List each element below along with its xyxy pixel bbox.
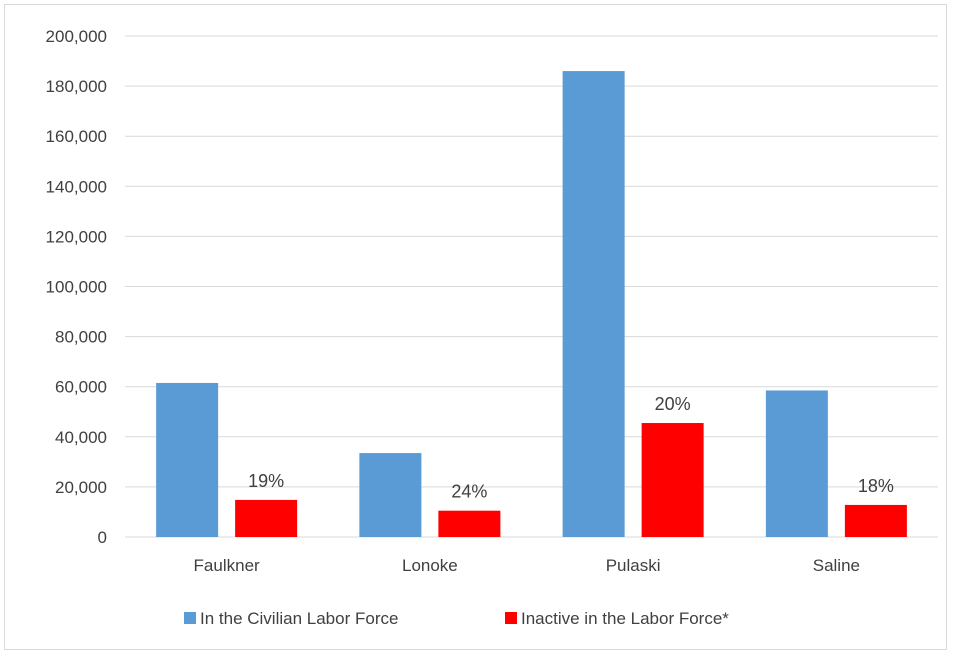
y-tick-label: 60,000: [55, 378, 107, 397]
y-tick-label: 20,000: [55, 478, 107, 497]
chart-frame: 0 20,000 40,000 60,000 80,000 100,000 120,000 1…: [4, 4, 947, 650]
y-tick-label: 0: [98, 528, 107, 547]
data-labels: 19% 24% 20% 18%: [248, 394, 894, 502]
bar-saline-series-1: [844, 504, 907, 537]
y-tick-label: 120,000: [46, 227, 107, 246]
legend: In the Civilian Labor Force Inactive in t…: [184, 609, 729, 628]
y-tick-label: 180,000: [46, 77, 107, 96]
legend-swatch: [505, 612, 517, 624]
y-tick-label: 40,000: [55, 428, 107, 447]
x-tick-label: Lonoke: [402, 556, 458, 575]
y-axis-tick-labels: 0 20,000 40,000 60,000 80,000 100,000 120,000 1…: [46, 27, 107, 547]
bar-chart: 0 20,000 40,000 60,000 80,000 100,000 120,000 1…: [46, 27, 938, 628]
y-tick-label: 200,000: [46, 27, 107, 46]
bar-pulaski-series-1: [641, 423, 704, 537]
data-label: 24%: [451, 482, 487, 502]
legend-entry: In the Civilian Labor Force: [200, 609, 398, 628]
bar-pulaski-series-0: [562, 71, 625, 537]
bar-lonoke-series-1: [438, 510, 501, 537]
bar-faulkner-series-1: [235, 499, 298, 537]
x-tick-label: Pulaski: [606, 556, 661, 575]
data-label: 19%: [248, 471, 284, 491]
bar-saline-series-0: [765, 390, 828, 537]
y-tick-label: 100,000: [46, 278, 107, 297]
bars: [156, 71, 907, 537]
x-tick-label: Saline: [813, 556, 860, 575]
bar-lonoke-series-0: [359, 453, 422, 537]
x-axis-tick-labels: Faulkner Lonoke Pulaski Saline: [194, 556, 860, 575]
x-tick-label: Faulkner: [194, 556, 260, 575]
y-tick-label: 140,000: [46, 177, 107, 196]
bar-faulkner-series-0: [156, 382, 219, 537]
y-tick-label: 160,000: [46, 127, 107, 146]
data-label: 18%: [858, 476, 894, 496]
data-label: 20%: [655, 394, 691, 414]
legend-swatch: [184, 612, 196, 624]
y-tick-label: 80,000: [55, 328, 107, 347]
legend-entry: Inactive in the Labor Force*: [521, 609, 729, 628]
